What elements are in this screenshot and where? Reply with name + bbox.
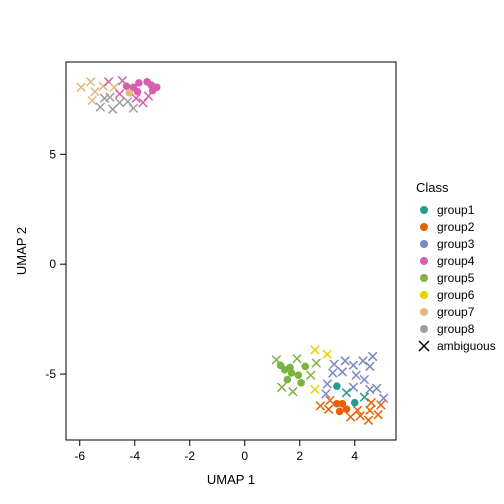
legend-label: group7 xyxy=(437,305,474,319)
point-confident xyxy=(149,87,157,95)
point-confident xyxy=(123,82,131,90)
y-tick-label: 0 xyxy=(49,257,56,271)
legend-item: group1 xyxy=(416,201,496,218)
legend-label: group1 xyxy=(437,203,474,217)
x-marker-icon xyxy=(416,338,432,354)
dot-marker-icon xyxy=(416,253,432,269)
point-confident xyxy=(288,369,296,377)
legend-label: group4 xyxy=(437,254,474,268)
x-tick-label: -6 xyxy=(74,449,85,463)
x-tick-label: -2 xyxy=(184,449,195,463)
point-confident xyxy=(284,376,292,384)
scatter-chart: { "chart": { "type": "scatter", "title_l… xyxy=(0,0,504,504)
x-tick-label: 0 xyxy=(241,449,248,463)
x-tick-label: 4 xyxy=(351,449,358,463)
legend-item: group3 xyxy=(416,235,496,252)
legend: Class group1 group2 group3 group4 group5 grou… xyxy=(416,180,496,354)
legend-item: group2 xyxy=(416,218,496,235)
legend-item: group8 xyxy=(416,320,496,337)
legend-label: group2 xyxy=(437,220,474,234)
x-tick-label: -4 xyxy=(129,449,140,463)
legend-item: group7 xyxy=(416,303,496,320)
point-confident xyxy=(336,408,344,416)
legend-item: ambiguous xyxy=(416,337,496,354)
dot-marker-icon xyxy=(416,202,432,218)
x-tick-label: 2 xyxy=(296,449,303,463)
y-tick-label: -5 xyxy=(45,367,56,381)
legend-label: group8 xyxy=(437,322,474,336)
legend-title: Class xyxy=(416,180,496,195)
point-confident xyxy=(343,405,351,413)
point-confident xyxy=(134,88,142,96)
dot-marker-icon xyxy=(416,287,432,303)
dot-marker-icon xyxy=(416,321,432,337)
point-confident xyxy=(295,371,303,379)
point-confident xyxy=(301,363,309,371)
point-confident xyxy=(297,379,305,387)
dot-marker-icon xyxy=(416,270,432,286)
legend-item: group4 xyxy=(416,252,496,269)
y-axis-label: UMAP 2 xyxy=(14,227,29,275)
legend-label: group5 xyxy=(437,271,474,285)
x-axis-label: UMAP 1 xyxy=(207,472,255,487)
point-confident xyxy=(333,382,341,390)
legend-label: group6 xyxy=(437,288,474,302)
dot-marker-icon xyxy=(416,304,432,320)
legend-item: group5 xyxy=(416,269,496,286)
legend-label: ambiguous xyxy=(437,339,496,353)
dot-marker-icon xyxy=(416,236,432,252)
point-confident xyxy=(125,89,133,97)
legend-label: group3 xyxy=(437,237,474,251)
dot-marker-icon xyxy=(416,219,432,235)
legend-item: group6 xyxy=(416,286,496,303)
point-confident xyxy=(351,399,359,407)
y-tick-label: 5 xyxy=(49,147,56,161)
